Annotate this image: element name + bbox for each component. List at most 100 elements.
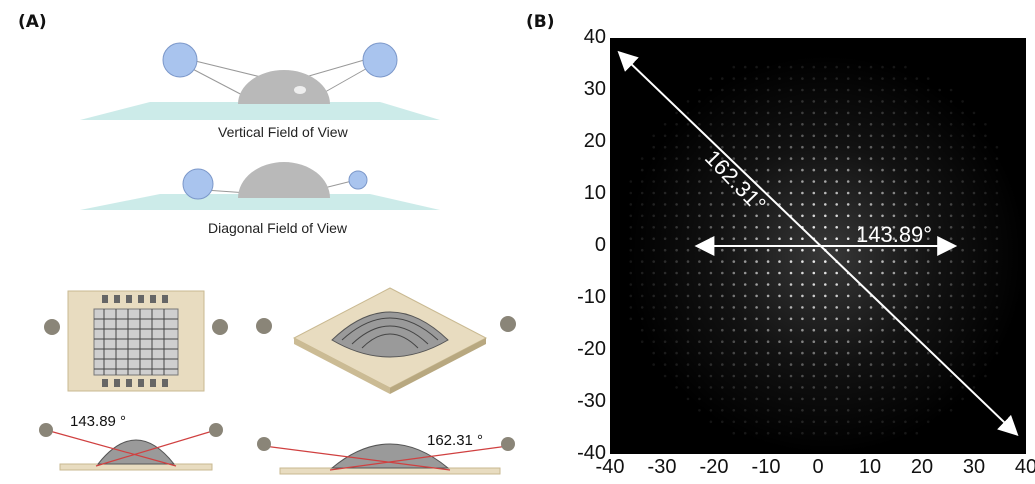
observer-ball-left [44, 319, 60, 335]
intensity-dot [892, 123, 896, 126]
intensity-dot [709, 180, 713, 183]
intensity-dot [766, 65, 770, 69]
intensity-dot [709, 386, 713, 389]
intensity-dot [846, 123, 850, 126]
intensity-dot [904, 88, 907, 92]
intensity-dot [904, 431, 907, 435]
intensity-dot [984, 317, 987, 321]
intensity-dot [686, 397, 690, 401]
intensity-dot [778, 214, 781, 218]
intensity-dot [686, 260, 690, 263]
intensity-dot [915, 260, 919, 263]
intensity-dot [846, 420, 850, 424]
x-tick-label: 20 [910, 456, 934, 478]
intensity-dot [824, 397, 827, 401]
intensity-dot [732, 111, 736, 115]
intensity-dot [721, 271, 724, 275]
intensity-dot [881, 214, 884, 218]
intensity-dot [640, 180, 644, 183]
intensity-dot [881, 340, 884, 344]
intensity-dot [846, 363, 850, 366]
intensity-dot [732, 328, 736, 332]
intensity-dot [675, 248, 678, 252]
intensity-dot [972, 260, 976, 263]
intensity-dot [835, 88, 838, 92]
intensity-dot [743, 294, 747, 298]
intensity-dot [881, 111, 884, 115]
intensity-dot [892, 260, 896, 263]
intensity-dot [926, 328, 930, 332]
intensity-dot [995, 248, 999, 252]
intensity-dot [892, 294, 896, 298]
intensity-dot [915, 145, 919, 149]
intensity-dot [881, 191, 884, 195]
intensity-dot [652, 363, 655, 366]
intensity-dot [972, 374, 976, 378]
intensity-dot [858, 306, 861, 309]
intensity-dot [824, 157, 827, 160]
intensity-dot [938, 88, 941, 92]
intensity-dot [789, 88, 793, 92]
intensity-dot [721, 88, 724, 92]
intensity-dot [949, 374, 953, 378]
device-side-view-diagonal [257, 437, 515, 475]
intensity-dot [949, 111, 953, 115]
intensity-dot [835, 317, 838, 321]
intensity-dot [835, 397, 838, 401]
intensity-dot [686, 180, 690, 183]
intensity-dot [801, 100, 804, 103]
intensity-dot [709, 397, 713, 401]
intensity-dot [709, 409, 713, 412]
intensity-dot [949, 283, 953, 286]
intensity-dot [926, 157, 930, 160]
intensity-dot [698, 191, 701, 195]
intensity-dot [881, 294, 884, 298]
intensity-dot [812, 248, 816, 252]
intensity-dot [686, 168, 690, 172]
intensity-dot [755, 88, 758, 92]
intensity-dot [915, 77, 919, 80]
intensity-dot [801, 317, 804, 321]
intensity-dot [755, 248, 758, 252]
intensity-dot [789, 317, 793, 321]
intensity-dot [709, 203, 713, 206]
intensity-dot [995, 180, 999, 183]
intensity-dot [984, 294, 987, 298]
intensity-dot [938, 294, 941, 298]
intensity-dot [755, 77, 758, 80]
intensity-dot [812, 111, 816, 115]
intensity-dot [675, 260, 678, 263]
intensity-dot [709, 100, 713, 103]
intensity-dot [846, 431, 850, 435]
intensity-dot [640, 340, 644, 344]
intensity-dot [938, 328, 941, 332]
intensity-dot [698, 351, 701, 355]
intensity-dot [938, 145, 941, 149]
intensity-dot [938, 374, 941, 378]
intensity-dot [892, 328, 896, 332]
intensity-dot [824, 420, 827, 424]
intensity-dot [961, 328, 964, 332]
intensity-dot [721, 123, 724, 126]
device-side-view-vertical [39, 423, 223, 471]
intensity-dot [869, 88, 873, 92]
intensity-dot [743, 157, 747, 160]
intensity-dot [949, 260, 953, 263]
intensity-dot [732, 420, 736, 424]
intensity-dot [663, 340, 667, 344]
intensity-dot [698, 306, 701, 309]
observer-ball-right [501, 437, 515, 451]
intensity-dot [709, 260, 713, 263]
intensity-dot [949, 351, 953, 355]
intensity-dot [904, 386, 907, 389]
intensity-dot [846, 386, 850, 389]
intensity-dot [686, 123, 690, 126]
intensity-dot [858, 386, 861, 389]
intensity-dot [778, 328, 781, 332]
intensity-dot [652, 226, 655, 229]
intensity-dot [869, 386, 873, 389]
intensity-dot [778, 409, 781, 412]
intensity-dot [926, 260, 930, 263]
intensity-dot [778, 374, 781, 378]
intensity-dot [801, 123, 804, 126]
